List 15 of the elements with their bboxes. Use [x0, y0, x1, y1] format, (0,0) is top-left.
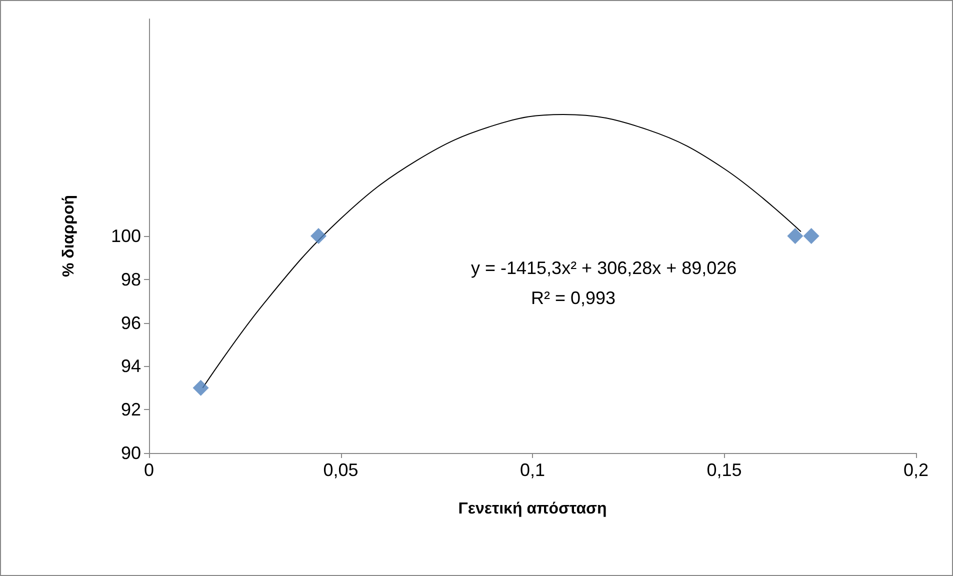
x-tick-label: 0,15 — [706, 460, 742, 480]
y-axis-title: % διαρροή — [60, 195, 78, 277]
x-axis-title: Γενετική απόσταση — [458, 500, 607, 518]
y-tick-label: 92 — [120, 400, 141, 420]
y-tick-label: 100 — [110, 226, 141, 246]
x-tick-label: 0,1 — [520, 460, 546, 480]
x-tick-label: 0 — [144, 460, 154, 480]
y-tick-label: 94 — [120, 356, 141, 376]
y-tick-label: 98 — [120, 269, 141, 290]
annotation: y = -1415,3x² + 306,28x + 89,026 — [470, 258, 737, 278]
y-tick-label: 96 — [120, 312, 141, 333]
x-tick-label: 0,2 — [903, 460, 929, 480]
annotation: R² = 0,993 — [530, 288, 616, 308]
y-tick-label: 90 — [120, 443, 141, 463]
x-tick-label: 0,05 — [323, 460, 358, 480]
